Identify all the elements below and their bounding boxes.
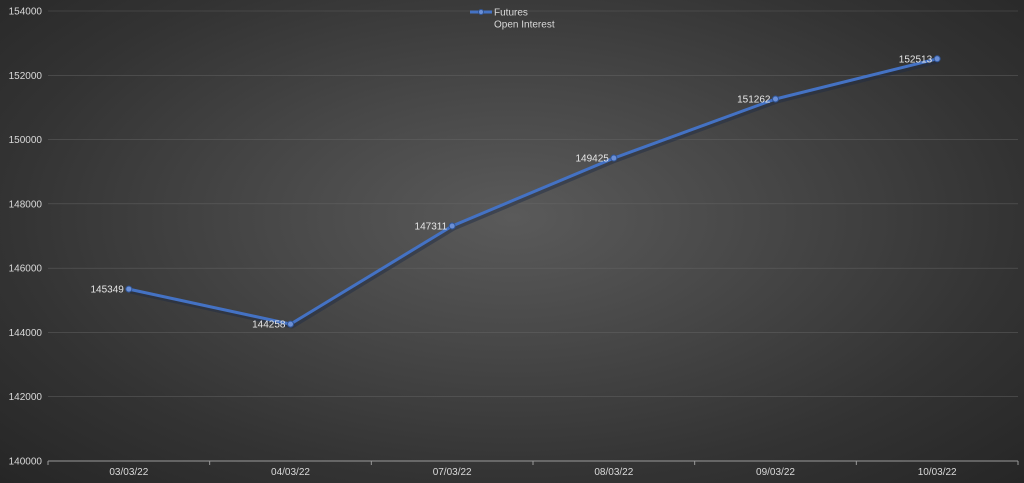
data-point xyxy=(772,95,779,103)
series-line xyxy=(128,57,938,326)
y-tick-label: 146000 xyxy=(9,264,43,275)
gridlines xyxy=(48,10,1018,398)
data-point xyxy=(448,222,456,230)
y-tick-label: 144000 xyxy=(9,328,43,339)
y-tick-label: 154000 xyxy=(9,7,43,18)
x-tick-label: 03/03/22 xyxy=(109,467,148,478)
series-layer xyxy=(125,55,941,329)
data-label: 147311 xyxy=(415,222,448,233)
data-label: 144258 xyxy=(252,320,286,331)
legend-swatch-marker xyxy=(478,9,484,15)
data-point xyxy=(610,154,618,162)
axes: 140000 142000 144000 146000 148000 150000 1520… xyxy=(9,7,1019,478)
data-label: 151262 xyxy=(737,95,771,106)
data-labels: 145349 144258 147311 149425 151262 152513 xyxy=(90,54,932,330)
y-tick-label: 148000 xyxy=(9,199,43,210)
series-line-shadow xyxy=(129,58,940,329)
x-tick-label: 09/03/22 xyxy=(756,467,795,478)
y-tick-label: 140000 xyxy=(9,457,43,468)
data-label: 152513 xyxy=(899,54,933,65)
y-tick-label: 152000 xyxy=(9,71,43,82)
data-label: 145349 xyxy=(90,285,124,296)
x-tick-label: 07/03/22 xyxy=(433,467,472,478)
x-tick-label: 10/03/22 xyxy=(918,467,957,478)
legend-label: Futures xyxy=(494,8,528,19)
x-tick-label: 04/03/22 xyxy=(271,467,310,478)
data-point xyxy=(125,285,133,293)
data-label: 149425 xyxy=(575,154,609,165)
legend-label-line2: Open Interest xyxy=(494,20,555,31)
data-point xyxy=(287,320,294,328)
y-tick-label: 150000 xyxy=(9,135,43,146)
x-tick-label: 08/03/22 xyxy=(594,467,633,478)
data-point xyxy=(933,55,941,63)
y-tick-label: 142000 xyxy=(9,392,43,403)
